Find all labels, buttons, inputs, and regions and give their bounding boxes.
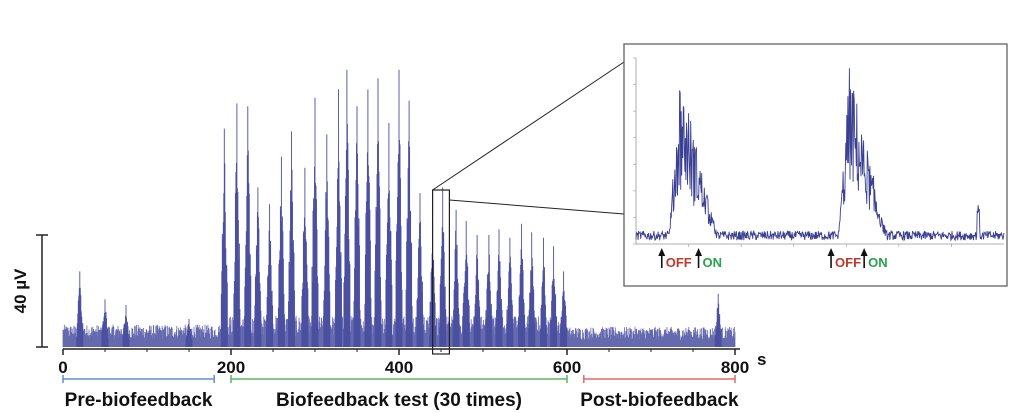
burst-peak-31 — [518, 223, 526, 347]
x-axis-unit-label: s — [757, 350, 766, 369]
burst-peak-25 — [452, 209, 460, 347]
burst-peak-15 — [343, 69, 351, 347]
burst-peak-22 — [416, 193, 424, 347]
burst-peak-33 — [540, 237, 547, 347]
x-tick-label-800: 800 — [721, 358, 749, 377]
marker-arrow-head-icon-2 — [827, 248, 835, 256]
burst-peak-26 — [462, 221, 470, 347]
burst-peak-4 — [220, 128, 228, 347]
burst-peak-28 — [485, 235, 493, 347]
burst-peak-6 — [244, 106, 252, 347]
phase-label-0: Pre-biofeedback — [65, 390, 213, 411]
burst-peak-24 — [439, 187, 447, 347]
zoom-connector-bottom — [449, 199, 625, 215]
burst-peak-9 — [277, 156, 285, 347]
zoom-callout — [432, 61, 625, 355]
burst-peak-30 — [506, 237, 514, 347]
burst-peak-21 — [405, 100, 413, 347]
burst-peak-10 — [288, 131, 295, 347]
zoom-connector-top — [432, 61, 625, 191]
scale-bar-label: 40 µV — [11, 268, 30, 313]
phase-label-1: Biofeedback test (30 times) — [276, 390, 522, 411]
burst-peak-17 — [364, 89, 372, 347]
scale-bar: 40 µV — [11, 234, 48, 348]
x-tick-label-200: 200 — [217, 358, 245, 377]
burst-peak-27 — [473, 235, 481, 347]
phase-label-2: Post-biofeedback — [580, 390, 739, 411]
x-tick-label-400: 400 — [385, 358, 413, 377]
burst-peak-1 — [101, 299, 109, 347]
marker-label-off-2: OFF — [835, 255, 861, 270]
burst-peak-7 — [254, 187, 262, 347]
burst-peak-34 — [550, 246, 558, 347]
marker-arrow-head-icon-1 — [695, 248, 703, 256]
burst-peak-13 — [323, 134, 331, 347]
zoom-window-rect — [432, 189, 451, 355]
x-tick-label-0: 0 — [58, 358, 67, 377]
burst-peak-8 — [266, 204, 274, 347]
marker-label-off-0: OFF — [666, 255, 692, 270]
marker-label-on-1: ON — [703, 255, 723, 270]
burst-peak-29 — [495, 229, 503, 347]
burst-peak-19 — [385, 123, 393, 347]
inset-panel: OFF ON OFF ON — [623, 43, 1008, 287]
burst-peak-11 — [301, 167, 309, 347]
marker-label-on-3: ON — [868, 255, 888, 270]
x-tick-label-600: 600 — [553, 358, 581, 377]
phase-brackets: Pre-biofeedback Biofeedback test (30 time… — [62, 375, 739, 411]
burst-peak-0 — [76, 271, 84, 347]
burst-peak-36 — [714, 293, 722, 347]
burst-peak-32 — [528, 232, 536, 347]
burst-peak-2 — [122, 305, 130, 347]
burst-peak-14 — [335, 89, 342, 347]
x-axis: 0 200 400 600 800 s — [58, 348, 766, 377]
burst-peak-18 — [374, 78, 382, 347]
burst-peak-35 — [560, 271, 568, 347]
marker-arrow-head-icon-0 — [658, 248, 666, 256]
inset-emg-trace — [635, 68, 1005, 242]
main-emg-trace-group — [62, 69, 736, 347]
burst-peak-16 — [353, 106, 361, 347]
burst-peak-3 — [185, 319, 193, 347]
burst-peak-20 — [395, 69, 403, 347]
burst-peak-5 — [233, 103, 241, 347]
burst-peak-12 — [311, 97, 319, 347]
marker-arrow-head-icon-3 — [860, 248, 868, 256]
